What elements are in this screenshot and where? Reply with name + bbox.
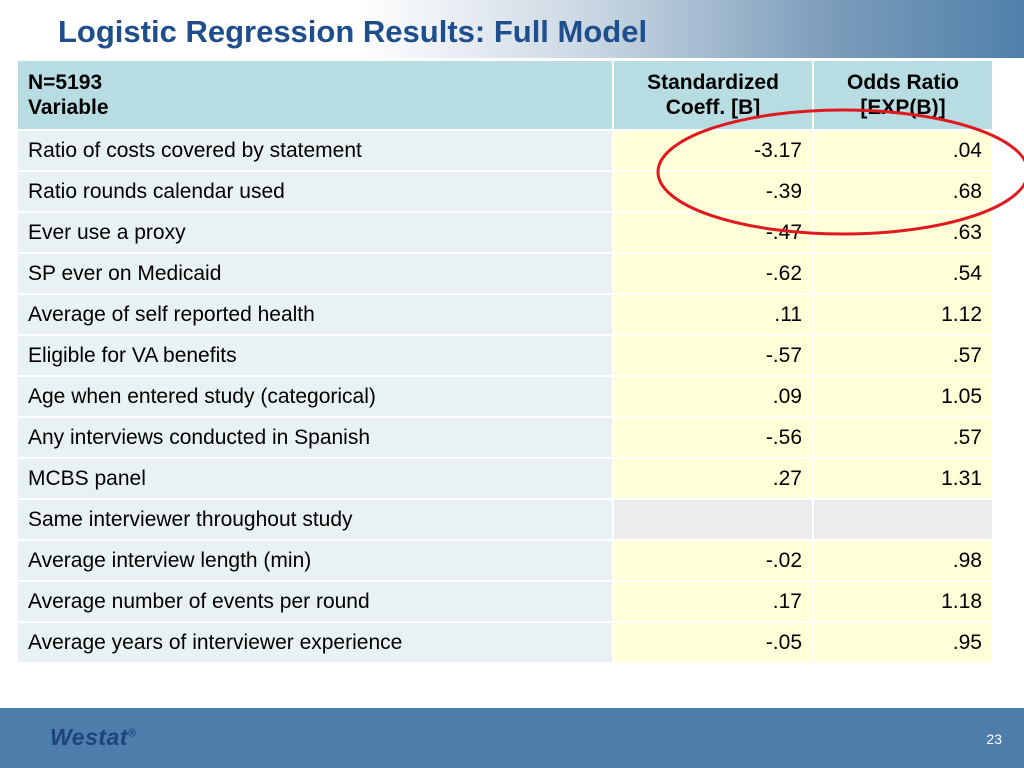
- coef-cell: .09: [612, 375, 814, 418]
- variable-cell: SP ever on Medicaid: [16, 252, 614, 295]
- sample-size-label: N=5193: [28, 71, 103, 94]
- table-row: Average interview length (min) -.02 .98: [16, 539, 994, 582]
- registered-mark: ®: [128, 727, 137, 740]
- odds-header-line2: [EXP(B)]: [860, 96, 946, 119]
- table-row: Age when entered study (categorical) .09…: [16, 375, 994, 418]
- variable-cell: Any interviews conducted in Spanish: [16, 416, 614, 459]
- odds-cell: .57: [812, 334, 994, 377]
- table-header-row: N=5193 Variable Standardized Coeff. [B] …: [16, 59, 994, 131]
- table-row: Ratio of costs covered by statement -3.1…: [16, 129, 994, 172]
- coef-cell: .11: [612, 293, 814, 336]
- footer-bar: [0, 708, 1024, 768]
- table-row: Average number of events per round .17 1…: [16, 580, 994, 623]
- variable-cell: Eligible for VA benefits: [16, 334, 614, 377]
- coef-column-header: Standardized Coeff. [B]: [612, 59, 814, 131]
- coef-cell: .17: [612, 580, 814, 623]
- variable-cell: Average years of interviewer experience: [16, 621, 614, 664]
- odds-cell: .57: [812, 416, 994, 459]
- odds-cell: 1.31: [812, 457, 994, 500]
- table-row: MCBS panel .27 1.31: [16, 457, 994, 500]
- odds-cell: .54: [812, 252, 994, 295]
- variable-cell: Ever use a proxy: [16, 211, 614, 254]
- odds-column-header: Odds Ratio [EXP(B)]: [812, 59, 994, 131]
- odds-header-line1: Odds Ratio: [846, 71, 959, 94]
- variable-cell: Average interview length (min): [16, 539, 614, 582]
- table-row: Eligible for VA benefits -.57 .57: [16, 334, 994, 377]
- coef-cell: -.57: [612, 334, 814, 377]
- odds-cell: .95: [812, 621, 994, 664]
- page-number: 23: [986, 731, 1002, 747]
- coef-cell: [612, 498, 814, 541]
- table-row: Ratio rounds calendar used -.39 .68: [16, 170, 994, 213]
- odds-cell: 1.12: [812, 293, 994, 336]
- table-row: Any interviews conducted in Spanish -.56…: [16, 416, 994, 459]
- coef-header-line1: Standardized: [647, 71, 779, 94]
- odds-cell: 1.05: [812, 375, 994, 418]
- variable-column-header: N=5193 Variable: [16, 59, 614, 131]
- coef-cell: -.56: [612, 416, 814, 459]
- slide-title: Logistic Regression Results: Full Model: [58, 14, 648, 49]
- odds-cell: 1.18: [812, 580, 994, 623]
- coef-cell: -.62: [612, 252, 814, 295]
- variable-cell: Same interviewer throughout study: [16, 498, 614, 541]
- coef-cell: -.39: [612, 170, 814, 213]
- variable-header-label: Variable: [28, 96, 109, 119]
- coef-cell: .27: [612, 457, 814, 500]
- odds-cell: .98: [812, 539, 994, 582]
- title-bar: [0, 0, 1024, 58]
- table-row: Average of self reported health .11 1.12: [16, 293, 994, 336]
- odds-cell: .04: [812, 129, 994, 172]
- coef-cell: -.47: [612, 211, 814, 254]
- coef-cell: -.05: [612, 621, 814, 664]
- table-row: SP ever on Medicaid -.62 .54: [16, 252, 994, 295]
- variable-cell: Average of self reported health: [16, 293, 614, 336]
- coef-header-line2: Coeff. [B]: [665, 96, 761, 119]
- odds-cell: .63: [812, 211, 994, 254]
- table-row: Average years of interviewer experience …: [16, 621, 994, 664]
- variable-cell: MCBS panel: [16, 457, 614, 500]
- odds-cell: .68: [812, 170, 994, 213]
- regression-table: N=5193 Variable Standardized Coeff. [B] …: [16, 59, 994, 664]
- table-row: Same interviewer throughout study: [16, 498, 994, 541]
- table-row: Ever use a proxy -.47 .63: [16, 211, 994, 254]
- logo-text: Westat: [50, 724, 128, 750]
- variable-cell: Ratio rounds calendar used: [16, 170, 614, 213]
- variable-cell: Ratio of costs covered by statement: [16, 129, 614, 172]
- coef-cell: -.02: [612, 539, 814, 582]
- westat-logo: Westat®: [50, 724, 137, 751]
- coef-cell: -3.17: [612, 129, 814, 172]
- odds-cell: [812, 498, 994, 541]
- variable-cell: Average number of events per round: [16, 580, 614, 623]
- variable-cell: Age when entered study (categorical): [16, 375, 614, 418]
